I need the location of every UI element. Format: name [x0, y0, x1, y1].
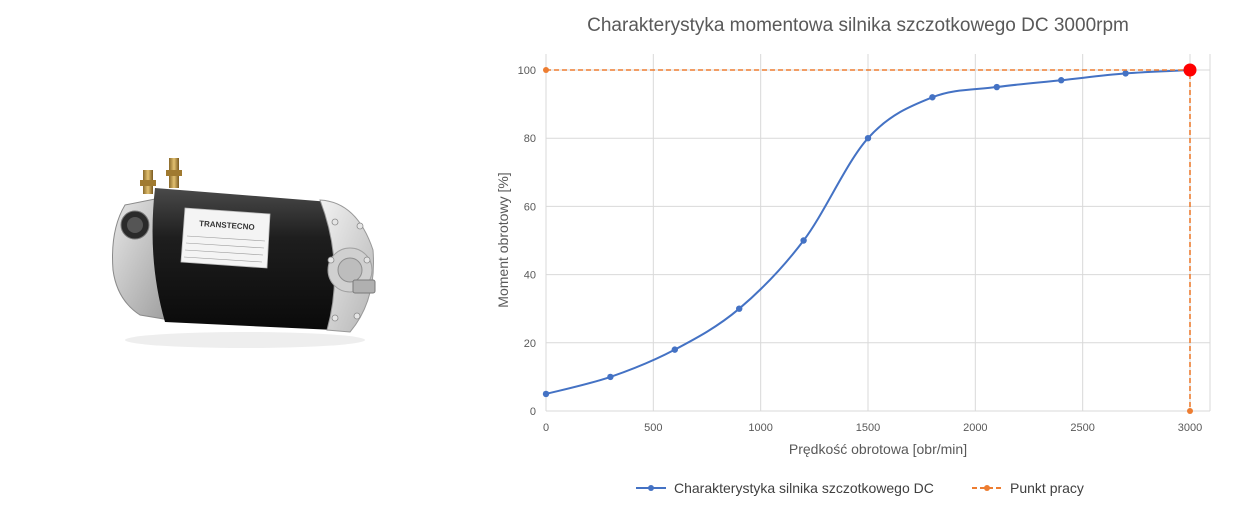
- chart-title: Charakterystyka momentowa silnika szczot…: [587, 15, 1129, 36]
- data-point: [671, 346, 678, 353]
- x-tick-label: 2500: [1070, 422, 1094, 434]
- legend-marker: [984, 485, 990, 491]
- legend-label: Punkt pracy: [1010, 480, 1084, 496]
- legend-label: Charakterystyka silnika szczotkowego DC: [674, 480, 934, 496]
- chart-svg: Charakterystyka momentowa silnika szczot…: [495, 15, 1211, 496]
- y-tick-label: 60: [524, 201, 536, 213]
- x-tick-label: 3000: [1178, 422, 1202, 434]
- data-point: [1187, 408, 1193, 414]
- x-tick-label: 1000: [748, 422, 772, 434]
- chart-series: [542, 63, 1197, 414]
- svg-text:TRANSTECNO: TRANSTECNO: [199, 219, 255, 232]
- y-tick-labels: 0 20 40 60 80 100: [518, 65, 536, 418]
- y-tick-label: 0: [530, 406, 536, 418]
- x-tick-label: 1500: [856, 422, 880, 434]
- y-axis-label: Moment obrotowy [%]: [495, 172, 511, 307]
- data-point: [542, 390, 550, 398]
- legend-marker: [648, 485, 654, 491]
- y-tick-label: 80: [524, 133, 536, 145]
- y-tick-label: 100: [518, 65, 536, 77]
- y-tick-label: 40: [524, 270, 536, 282]
- x-tick-label: 2000: [963, 422, 987, 434]
- data-point: [800, 237, 807, 244]
- data-point: [1058, 77, 1065, 84]
- x-axis-label: Prędkość obrotowa [obr/min]: [789, 441, 967, 457]
- x-tick-label: 500: [644, 422, 662, 434]
- data-point: [864, 135, 872, 142]
- operating-point-marker: [1183, 63, 1197, 77]
- x-tick-labels: 0 500 1000 1500 2000 2500 3000: [543, 422, 1202, 434]
- chart-legend: Charakterystyka silnika szczotkowego DC P…: [636, 480, 1084, 496]
- data-point: [736, 305, 743, 312]
- legend-item: Punkt pracy: [972, 480, 1084, 496]
- series-line: [545, 69, 1191, 395]
- dc-motor-photo: TRANSTECNO: [112, 158, 376, 348]
- data-point: [929, 94, 936, 101]
- data-point: [1122, 70, 1129, 77]
- chart-grid: [545, 54, 1211, 412]
- data-point: [993, 83, 1000, 91]
- data-point: [607, 373, 614, 381]
- data-point: [543, 67, 549, 73]
- torque-chart: Charakterystyka momentowa silnika szczot…: [440, 0, 1240, 510]
- legend-item: Charakterystyka silnika szczotkowego DC: [636, 480, 934, 496]
- y-tick-label: 20: [524, 338, 536, 350]
- x-tick-label: 0: [543, 422, 549, 434]
